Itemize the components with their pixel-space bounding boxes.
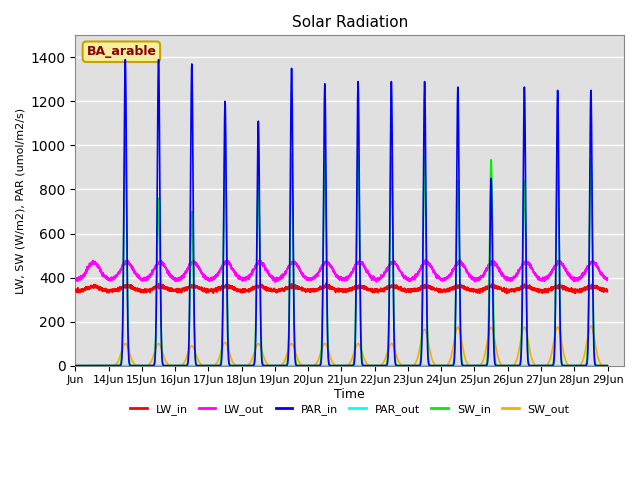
LW_out (182, 271, 189, 276)
SW_in (527, 363, 535, 369)
Line: PAR_in: PAR_in (76, 60, 607, 366)
X-axis label: Time: Time (335, 388, 365, 401)
PAR_out (527, 363, 535, 369)
LW_in (514, 287, 522, 293)
Title: Solar Radiation: Solar Radiation (292, 15, 408, 30)
LW_out (527, 264, 535, 270)
LW_out (488, 262, 495, 268)
PAR_in (122, 57, 129, 62)
SW_out (587, 323, 595, 329)
PAR_in (72, 363, 79, 369)
SW_out (361, 358, 369, 363)
PAR_in (527, 363, 535, 369)
PAR_out (390, 363, 397, 369)
SW_out (390, 344, 397, 349)
PAR_out (72, 363, 79, 369)
PAR_out (182, 363, 189, 369)
LW_out (271, 279, 279, 285)
PAR_in (361, 363, 369, 369)
PAR_out (513, 363, 521, 369)
SW_out (527, 353, 535, 359)
PAR_out (361, 363, 369, 369)
PAR_in (513, 363, 521, 369)
SW_out (487, 324, 495, 330)
PAR_out (604, 363, 611, 369)
PAR_in (488, 176, 495, 182)
LW_out (390, 259, 397, 265)
SW_in (72, 363, 79, 369)
PAR_out (487, 363, 495, 369)
LW_in (182, 285, 189, 291)
Legend: LW_in, LW_out, PAR_in, PAR_out, SW_in, SW_out: LW_in, LW_out, PAR_in, PAR_out, SW_in, S… (125, 400, 574, 420)
PAR_in (390, 300, 397, 306)
Text: BA_arable: BA_arable (86, 45, 156, 58)
SW_in (604, 363, 611, 369)
SW_in (361, 363, 369, 369)
LW_in (322, 280, 330, 286)
SW_out (182, 357, 189, 362)
LW_out (514, 271, 522, 277)
SW_in (488, 157, 495, 163)
SW_out (604, 363, 611, 369)
LW_in (503, 290, 511, 296)
PAR_in (182, 363, 189, 369)
SW_in (182, 363, 189, 369)
LW_in (361, 287, 369, 292)
LW_in (72, 288, 79, 294)
SW_in (122, 134, 129, 140)
SW_in (390, 291, 397, 297)
SW_in (513, 363, 521, 369)
Y-axis label: LW, SW (W/m2), PAR (umol/m2/s): LW, SW (W/m2), PAR (umol/m2/s) (15, 108, 25, 294)
LW_in (604, 289, 611, 295)
Line: LW_in: LW_in (76, 283, 607, 293)
LW_in (488, 283, 495, 289)
PAR_in (604, 363, 611, 369)
Line: LW_out: LW_out (76, 260, 607, 282)
SW_out (72, 363, 79, 369)
LW_out (72, 277, 79, 283)
LW_in (390, 284, 397, 290)
Line: SW_in: SW_in (76, 137, 607, 366)
SW_out (513, 355, 521, 361)
LW_in (527, 285, 535, 290)
LW_out (361, 265, 369, 271)
LW_out (604, 275, 611, 281)
LW_out (422, 257, 429, 263)
Line: SW_out: SW_out (76, 326, 607, 366)
